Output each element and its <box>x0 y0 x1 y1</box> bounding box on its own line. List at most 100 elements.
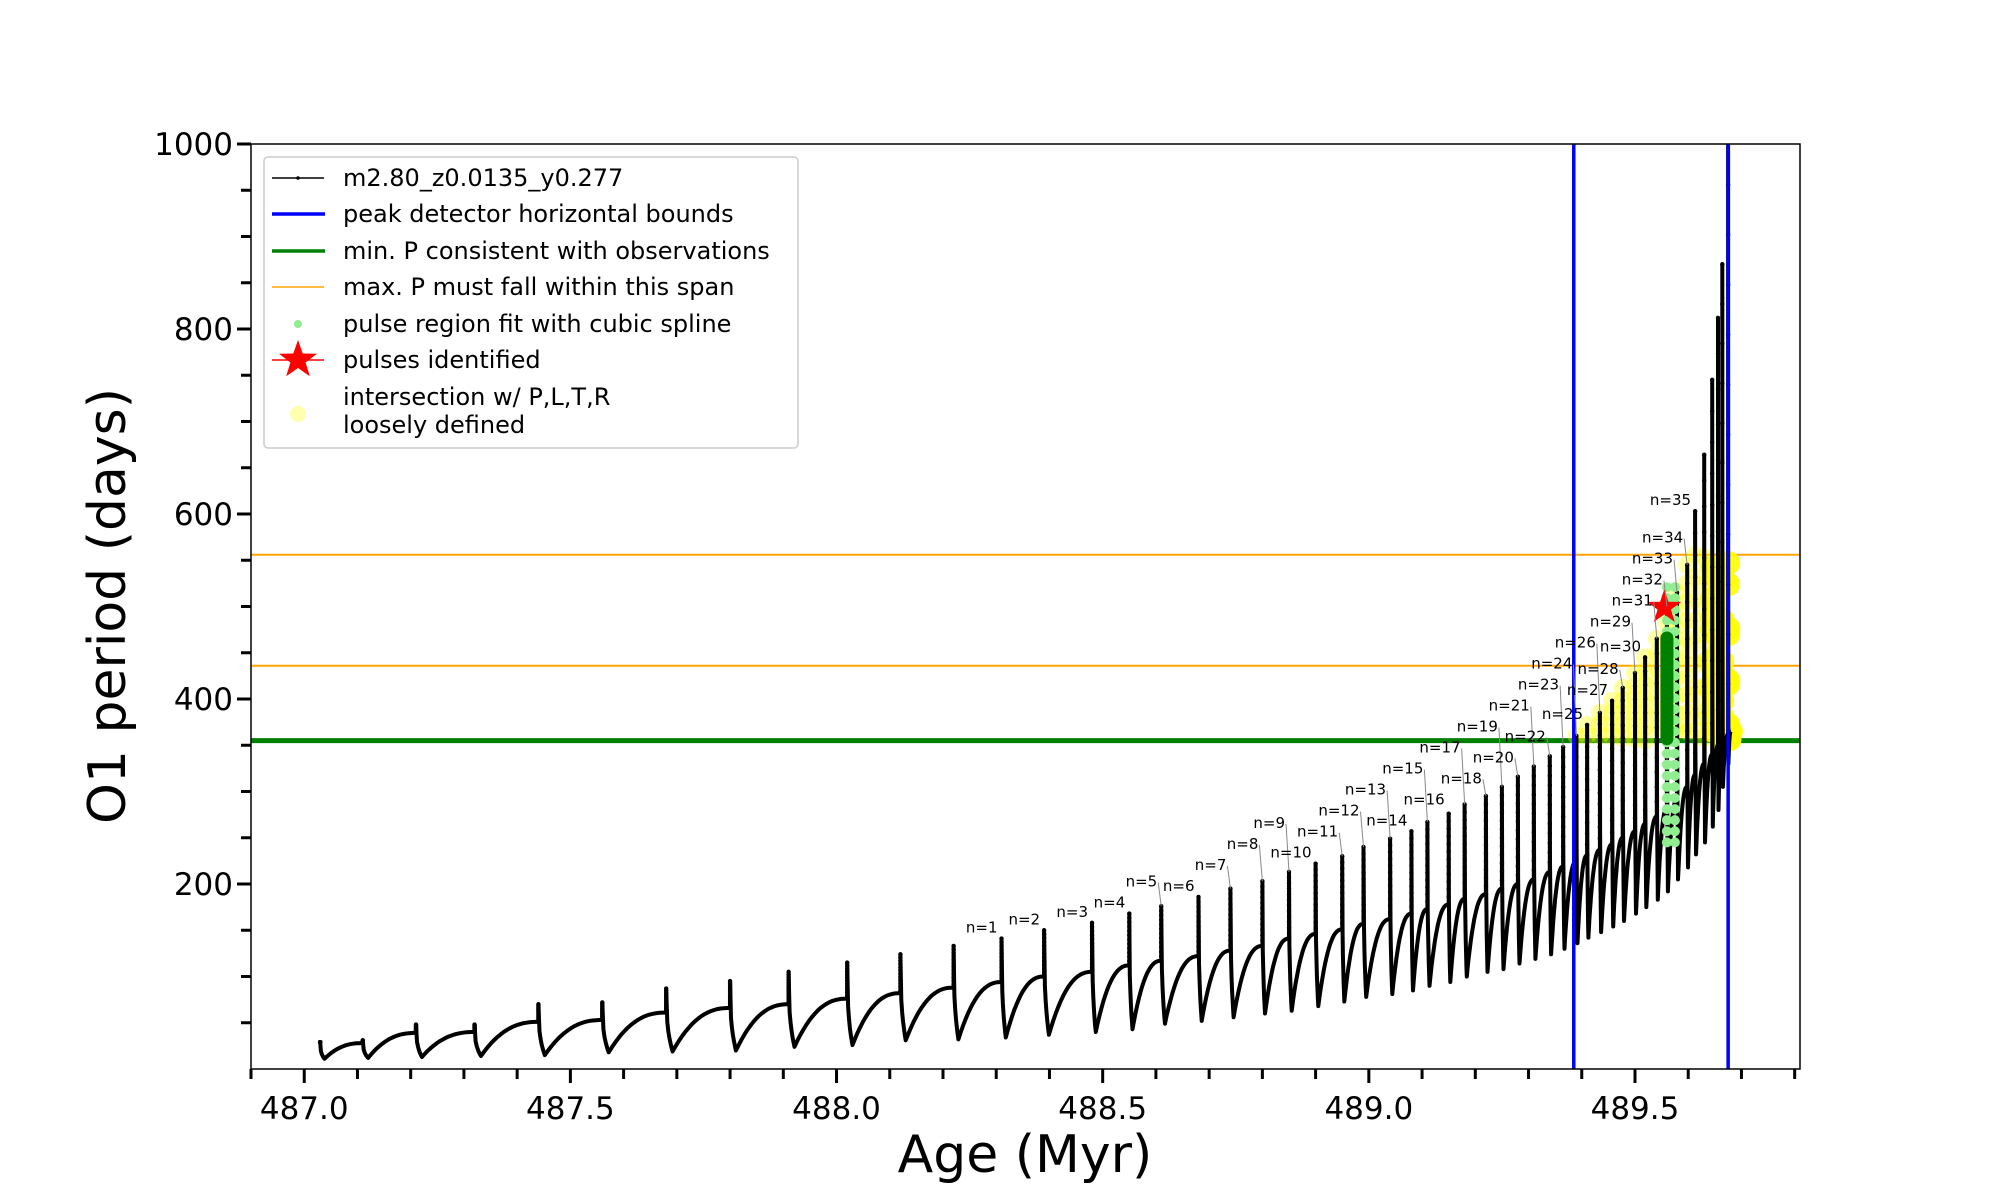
series-point <box>1654 814 1660 819</box>
y-tick-label: 600 <box>174 497 233 533</box>
series-point <box>1159 922 1164 927</box>
series-point <box>1715 564 1721 570</box>
series-point <box>1531 820 1537 826</box>
series-point <box>1560 844 1566 849</box>
series-point <box>1361 902 1366 907</box>
series-point <box>1041 935 1047 941</box>
series-point <box>1515 819 1521 824</box>
series-point <box>1692 618 1698 624</box>
series-point <box>1340 902 1345 908</box>
series-point <box>1715 671 1721 677</box>
series-point <box>1387 849 1393 855</box>
pulse-number-label: n=18 <box>1441 769 1482 787</box>
series-point <box>1692 552 1698 558</box>
series-point <box>1715 493 1721 499</box>
series-point <box>1632 829 1638 834</box>
series-point <box>1127 941 1132 947</box>
series-point <box>1642 738 1648 743</box>
series-point <box>1597 756 1603 761</box>
series-point <box>1692 509 1698 514</box>
series-point <box>1446 856 1451 862</box>
pulse-label-leader <box>1226 865 1231 889</box>
series-point <box>1620 835 1625 840</box>
pulse-label-leader <box>1683 538 1688 565</box>
pulse-fit-point <box>1661 759 1672 770</box>
series-point <box>951 954 956 959</box>
series-point <box>1446 871 1451 877</box>
pulse-label-leader <box>1530 706 1535 767</box>
series-point <box>1620 798 1625 803</box>
series-point <box>1584 766 1590 771</box>
series-point <box>898 971 903 976</box>
series-point <box>1462 896 1467 901</box>
series-point <box>1701 632 1707 638</box>
series-point <box>1127 958 1132 964</box>
series-point <box>1597 790 1603 795</box>
series-point <box>1709 440 1715 445</box>
pulse-fit-point <box>1661 837 1672 848</box>
series-point <box>1159 954 1164 959</box>
series-point <box>1720 738 1725 743</box>
pulse-label-leader <box>1338 832 1343 857</box>
pulse-number-label: n=27 <box>1567 681 1608 699</box>
series-point <box>1654 784 1660 790</box>
series-point <box>1425 906 1430 912</box>
series-point <box>1684 692 1690 697</box>
pulse-label-leader <box>1572 664 1577 737</box>
series-point <box>1159 926 1164 932</box>
series-point <box>1531 764 1537 769</box>
series-point <box>1446 826 1451 832</box>
series-point <box>1041 970 1047 975</box>
series-point <box>1654 681 1660 686</box>
series-point <box>1340 884 1345 889</box>
series-point <box>898 952 903 957</box>
series-point <box>1196 919 1201 924</box>
series-point <box>1499 818 1505 823</box>
series-point <box>1409 883 1414 889</box>
series-point <box>1089 953 1095 958</box>
pulse-number-label: n=5 <box>1126 873 1158 891</box>
series-point <box>1446 887 1451 892</box>
series-point <box>317 1039 323 1045</box>
series-point <box>1483 834 1489 840</box>
series-point <box>1089 936 1095 942</box>
series-point <box>1531 801 1537 807</box>
pulse-label-leader <box>1258 844 1263 882</box>
series-point <box>1286 880 1292 886</box>
series-point <box>1228 896 1233 902</box>
series-point <box>1361 889 1366 894</box>
series-point <box>1692 728 1698 734</box>
series-point <box>1041 943 1047 948</box>
series-point <box>1462 817 1467 823</box>
series-point <box>1515 801 1521 806</box>
series-point <box>1547 811 1553 817</box>
series-point <box>1446 849 1451 854</box>
series-point <box>1462 880 1467 886</box>
series-point <box>1387 890 1393 895</box>
series-point <box>1361 908 1366 914</box>
series-point <box>999 965 1004 970</box>
series-point <box>1597 779 1603 784</box>
series-point <box>951 978 956 983</box>
series-point <box>1260 943 1265 949</box>
series-point <box>1089 920 1095 926</box>
series-point <box>1286 914 1292 919</box>
series-point <box>1684 710 1690 716</box>
series-point <box>1654 666 1660 671</box>
series-point <box>1654 651 1660 656</box>
series-point <box>898 965 903 970</box>
series-point <box>786 969 791 975</box>
series-point <box>1425 848 1430 854</box>
pulse-number-label: n=16 <box>1404 790 1445 808</box>
series-point <box>1720 381 1725 386</box>
series-point <box>1089 932 1095 938</box>
series-point <box>1560 824 1566 829</box>
series-point <box>1531 783 1537 788</box>
x-tick-label: 487.5 <box>526 1091 615 1127</box>
series-point <box>1260 884 1265 889</box>
series-point <box>1286 930 1292 936</box>
series-point <box>1483 793 1489 799</box>
series-point <box>844 963 850 968</box>
series-point <box>1313 908 1318 913</box>
series-point <box>999 979 1004 985</box>
